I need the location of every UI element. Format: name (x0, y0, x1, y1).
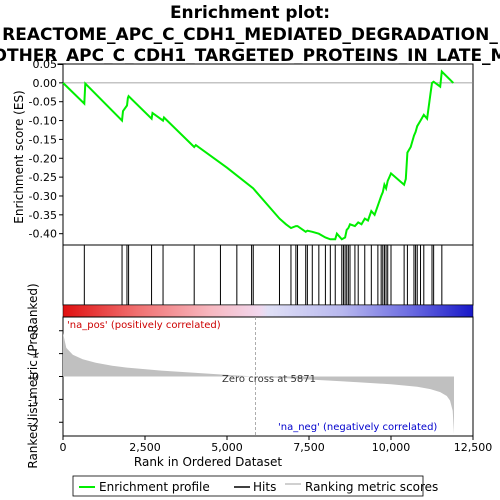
metric-tick-label: 0 (32, 371, 39, 384)
correlation-color-band (62, 304, 474, 318)
x-tick-label: 0 (60, 441, 67, 454)
x-axis-label: Rank in Ordered Dataset (134, 455, 282, 469)
es-tick-label: 0.00 (33, 77, 58, 90)
es-tick-label: -0.30 (29, 190, 57, 203)
metric-tick-label: -1 (28, 393, 39, 406)
legend-hits-label: Hits (253, 480, 276, 494)
neg-label: 'na_neg' (negatively correlated) (278, 422, 437, 433)
es-tick-label: -0.10 (29, 115, 57, 128)
zero-cross-label: Zero cross at 5871 (222, 374, 316, 385)
metric-tick-label: -2 (28, 416, 39, 429)
enrichment-profile-line (62, 69, 455, 241)
legend-enrichment-label: Enrichment profile (99, 480, 210, 494)
es-tick-label: -0.40 (29, 228, 57, 241)
es-panel-frame (62, 63, 474, 246)
es-tick-label: -0.05 (29, 96, 57, 109)
es-tick-label: -0.15 (29, 133, 57, 146)
es-tick-label: -0.35 (29, 209, 57, 222)
metric-axis-label: Ranked list metric (PreRanked) (26, 283, 40, 468)
x-tick-label: 7,500 (293, 441, 325, 454)
chart-title-line-1: Enrichment plot: (170, 3, 330, 23)
chart-title-line-3: OTHER_APC_C_CDH1_TARGETED_PROTEINS_IN_LA… (0, 46, 500, 66)
es-tick-label: -0.20 (29, 152, 57, 165)
es-axis-label: Enrichment score (ES) (12, 90, 26, 223)
legend-box (72, 475, 424, 497)
legend-metric-label: Ranking metric scores (305, 480, 438, 494)
x-tick-label: 2,500 (129, 441, 161, 454)
hits-panel-frame (62, 244, 474, 306)
chart-title-line-2: REACTOME_APC_C_CDH1_MEDIATED_DEGRADATION… (2, 25, 498, 45)
metric-tick-label: 2 (32, 325, 39, 338)
pos-label: 'na_pos' (positively correlated) (67, 320, 221, 331)
es-tick-label: -0.25 (29, 171, 57, 184)
x-tick-label: 12,500 (454, 441, 493, 454)
es-tick-label: 0.05 (33, 58, 58, 71)
metric-tick-label: 1 (32, 348, 39, 361)
x-tick-label: 10,000 (372, 441, 411, 454)
x-tick-label: 5,000 (211, 441, 243, 454)
